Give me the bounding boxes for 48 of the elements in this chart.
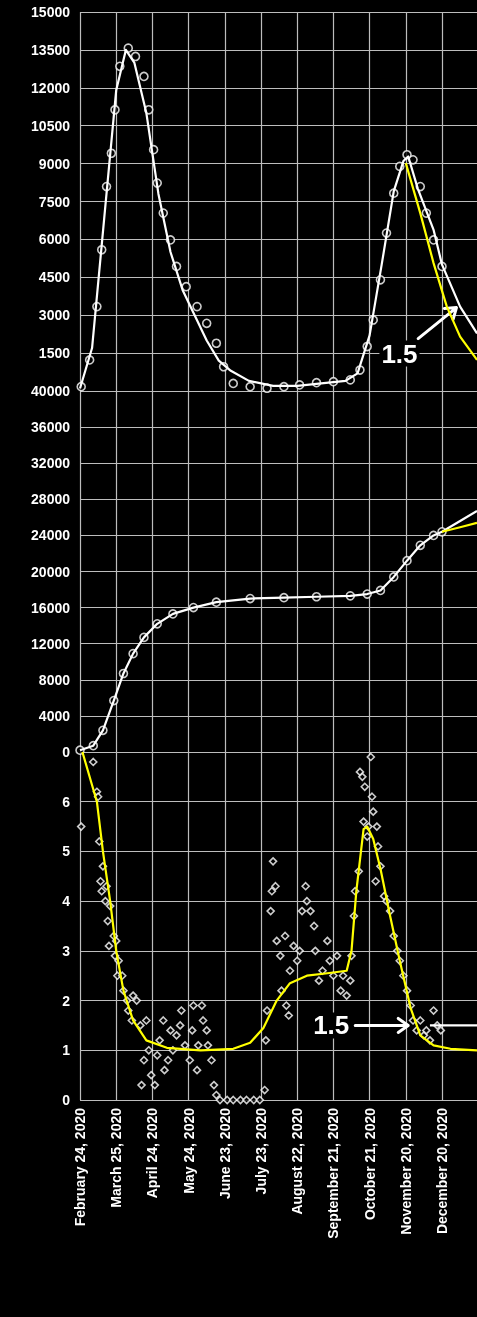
y-tick-label: 4 [62,893,71,910]
y-tick-label: 8000 [38,671,71,688]
point [211,338,222,349]
point [139,71,149,82]
y-tick-label: 6 [62,793,71,810]
point [201,318,212,329]
y-tick-label: 1500 [38,345,71,362]
x-tick-label: December 20, 2020 [434,1107,451,1235]
point [245,381,255,392]
x-tick-label: February 24, 2020 [72,1107,88,1227]
y-tick-label: 1 [62,1042,71,1059]
y-tick-label: 7500 [38,193,71,210]
x-tick-label: November 20, 2020 [397,1107,414,1235]
point [181,281,191,292]
y-tick-label: 36000 [31,419,71,436]
y-tick-label: 40000 [31,383,71,399]
y-tick-label: 0 [62,744,71,760]
y-tick-label: 6000 [38,231,71,248]
y-tick-label: 3000 [38,307,71,324]
y-tick-label: 4000 [38,707,71,724]
y-tick-label: 9000 [38,155,71,172]
y-tick-label: 3 [62,942,71,959]
point [192,301,202,312]
y-tick-label: 13500 [31,41,71,58]
y-tick-label: 16000 [31,599,71,616]
x-tick-label: July 23, 2020 [253,1107,269,1195]
x-tick-label: October 21, 2020 [361,1107,378,1221]
y-tick-label: 28000 [31,491,71,508]
x-tick-label: March 25, 2020 [108,1107,125,1208]
y-tick-label: 10500 [31,117,71,134]
y-tick-label: 12000 [31,635,71,652]
x-tick-label: June 23, 2020 [216,1107,233,1200]
y-tick-label: 5 [62,843,71,860]
y-tick-label: 32000 [31,455,71,472]
x-tick-label: April 24, 2020 [144,1107,161,1199]
x-tick-label: August 22, 2020 [289,1107,306,1215]
y-tick-label: 24000 [31,527,71,544]
y-tick-label: 4500 [38,269,71,286]
y-tick-label: 2 [62,992,71,1009]
y-tick-label: 0 [62,1092,71,1108]
y-tick-label: 12000 [31,79,71,96]
x-tick-label: May 24, 2020 [180,1107,197,1194]
x-tick-label: September 21, 2020 [325,1107,342,1239]
point [228,378,239,389]
annotation: 1.5 [381,338,418,369]
annotation: 1.5 [313,1010,350,1041]
y-tick-label: 15000 [31,4,71,20]
y-tick-label: 20000 [31,563,71,580]
